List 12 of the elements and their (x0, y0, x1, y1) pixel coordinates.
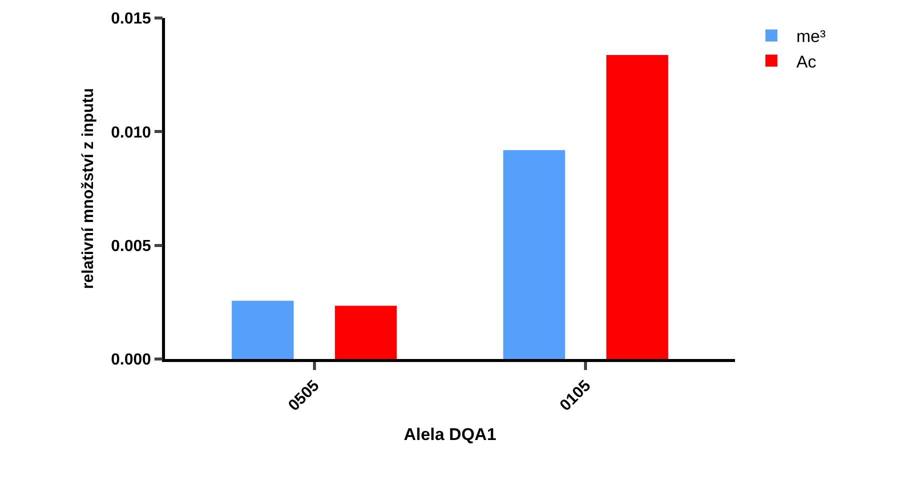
bar (606, 55, 668, 359)
bar (232, 300, 294, 359)
y-tick-label: 0.010 (111, 124, 152, 142)
legend-label: Ac (796, 52, 817, 72)
y-tick-label: 0.015 (111, 10, 152, 28)
y-axis-title: relativní množství z inputu (80, 88, 97, 289)
legend-label: me³ (796, 27, 826, 46)
x-axis-title: Alela DQA1 (404, 425, 496, 444)
bar (503, 150, 566, 359)
bar (334, 306, 397, 359)
y-tick-label: 0.005 (111, 238, 152, 255)
y-tick-label: 0.000 (111, 352, 152, 369)
